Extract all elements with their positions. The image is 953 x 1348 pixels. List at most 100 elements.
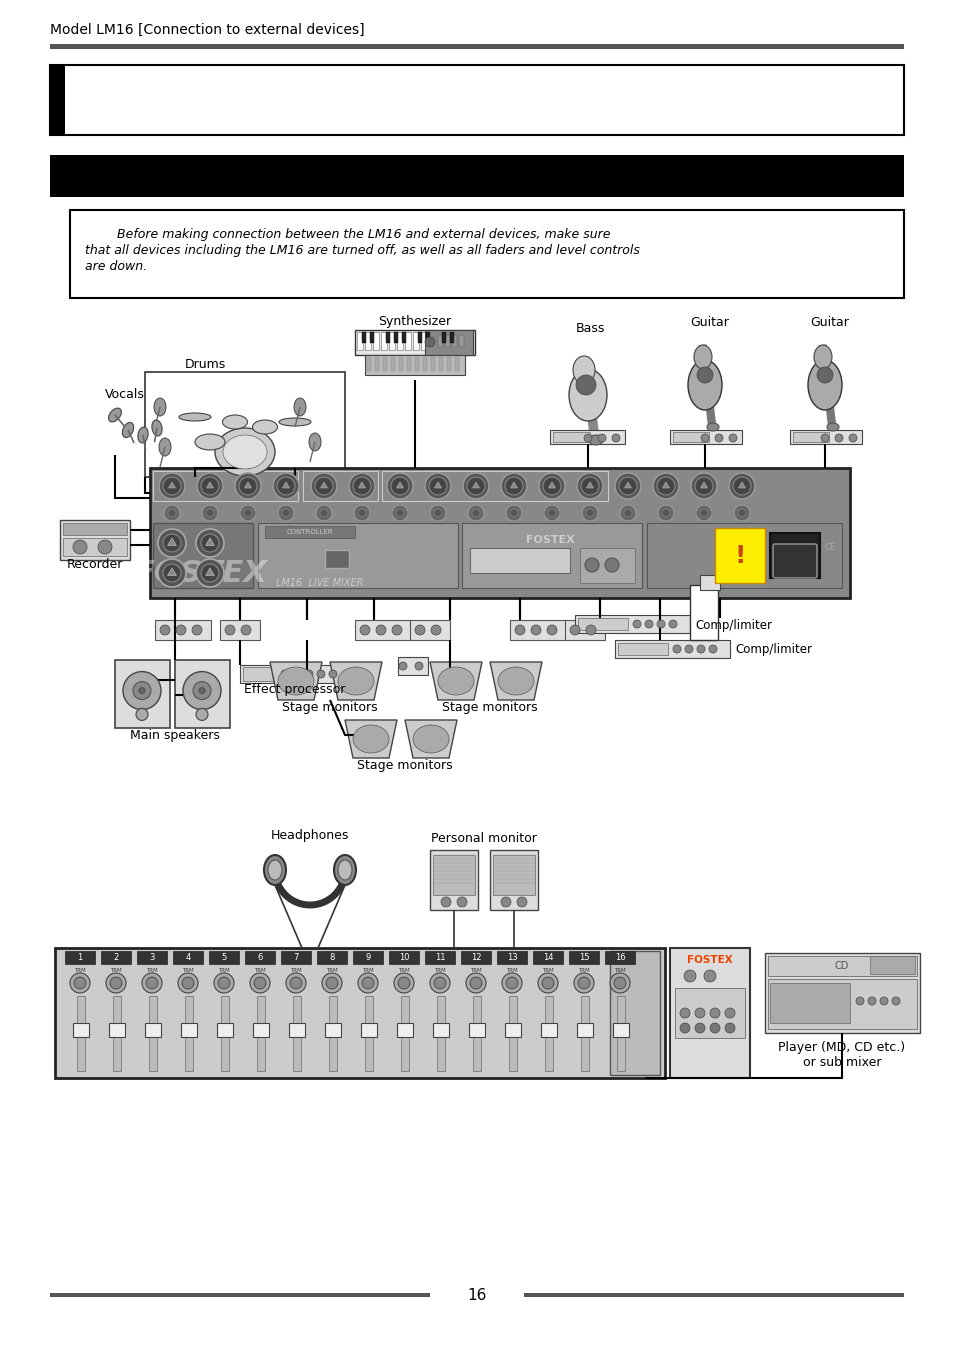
Circle shape [543,506,559,520]
Circle shape [163,563,181,582]
Bar [714,528,764,582]
Circle shape [196,473,223,499]
Circle shape [683,971,696,981]
Bar [389,332,395,350]
Circle shape [510,510,517,518]
Circle shape [322,973,341,993]
Circle shape [158,559,186,586]
Text: Stage monitors: Stage monitors [282,701,377,713]
Circle shape [462,473,489,499]
Bar [382,357,387,371]
Circle shape [158,528,186,557]
Bar [433,855,475,895]
Circle shape [834,434,842,442]
Bar [77,996,85,1072]
Text: 6: 6 [257,953,262,962]
Circle shape [394,973,414,993]
Text: Model LM16 [Connection to external devices]: Model LM16 [Connection to external devic… [50,23,364,36]
FancyBboxPatch shape [772,545,816,578]
Text: CD: CD [834,961,848,971]
Bar [389,950,418,964]
Text: Guitar: Guitar [690,317,729,329]
Bar [669,430,741,443]
Text: FOSTEX: FOSTEX [132,558,267,588]
Bar [109,1023,125,1037]
Bar [407,357,411,371]
Bar [424,330,473,355]
Bar [792,431,828,442]
Circle shape [695,1008,704,1018]
Circle shape [73,541,87,554]
Text: 7: 7 [293,953,298,962]
Bar [769,532,820,578]
Circle shape [415,625,424,635]
Circle shape [456,896,467,907]
Circle shape [598,434,605,442]
Ellipse shape [214,429,274,476]
Circle shape [709,1023,720,1033]
Bar [398,357,402,371]
Circle shape [668,620,677,628]
Bar [444,332,451,350]
Bar [430,851,477,910]
Bar [431,357,435,371]
Bar [452,336,456,346]
Bar [447,357,451,371]
Circle shape [623,510,631,518]
Bar [458,336,463,346]
Text: 16: 16 [467,1287,486,1302]
Circle shape [70,973,90,993]
Bar [209,950,239,964]
Circle shape [123,671,161,709]
Text: 1: 1 [77,953,83,962]
Circle shape [609,973,629,993]
Text: 10: 10 [398,953,409,962]
Ellipse shape [334,855,355,886]
Bar [289,1023,305,1037]
Bar [370,332,374,342]
Circle shape [504,477,522,495]
Ellipse shape [337,860,352,880]
Bar [764,953,919,1033]
Bar [365,355,464,375]
Text: Main speakers: Main speakers [130,728,220,741]
Circle shape [657,620,664,628]
Bar [453,332,458,350]
Text: 13: 13 [506,953,517,962]
Polygon shape [330,662,381,700]
Bar [365,332,371,350]
Circle shape [316,670,325,678]
Text: Effect processor: Effect processor [244,682,345,696]
Text: Comp/limiter: Comp/limiter [734,643,811,656]
Circle shape [531,625,540,635]
Ellipse shape [159,438,171,456]
Circle shape [286,973,306,993]
Circle shape [391,477,409,495]
Circle shape [618,477,637,495]
Bar [137,950,167,964]
Circle shape [585,510,594,518]
Circle shape [359,625,370,635]
Bar [356,332,363,350]
Circle shape [580,477,598,495]
Text: Bass: Bass [575,322,604,334]
Bar [373,332,378,350]
Text: Vocals: Vocals [105,388,145,402]
Bar [564,620,604,640]
Circle shape [311,473,336,499]
Ellipse shape [413,725,449,754]
Circle shape [357,510,366,518]
Bar [243,667,273,681]
Bar [381,470,607,501]
Circle shape [848,434,856,442]
Bar [63,538,127,555]
Circle shape [633,620,640,628]
Ellipse shape [253,421,277,434]
Circle shape [239,477,256,495]
Bar [473,996,480,1072]
Circle shape [353,477,371,495]
Text: 8: 8 [329,953,335,962]
Bar [50,65,65,135]
Text: TRM: TRM [290,968,301,972]
Circle shape [277,506,294,520]
